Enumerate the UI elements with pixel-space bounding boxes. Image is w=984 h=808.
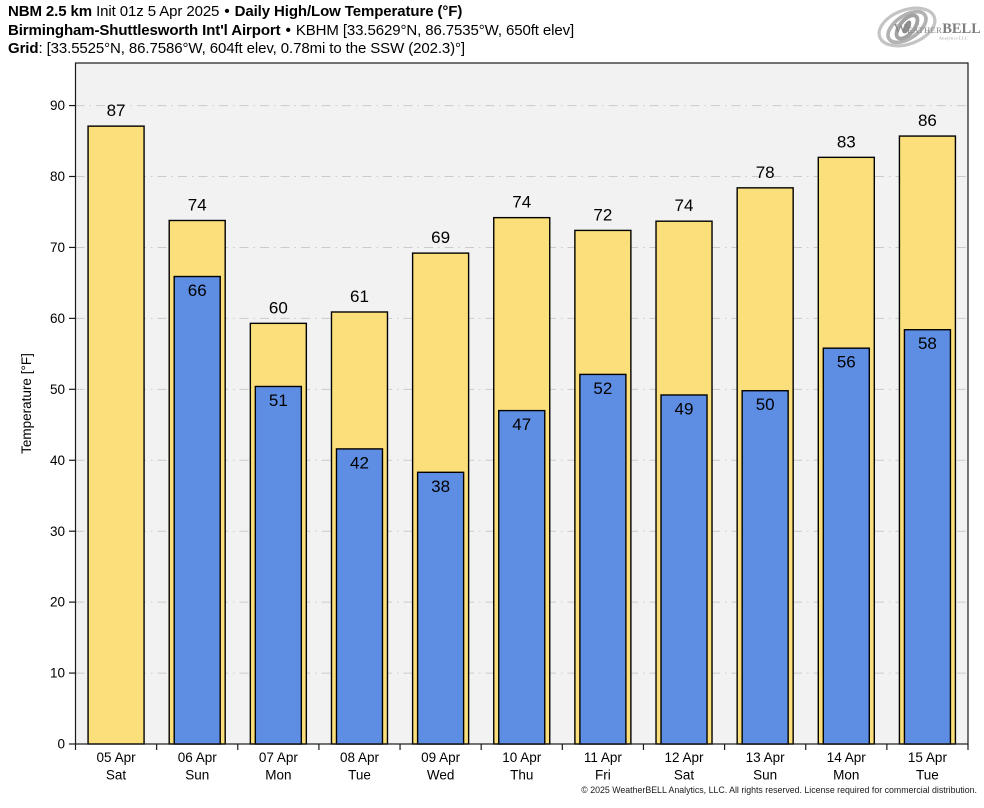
product-name: Daily High/Low Temperature (°F) [234,3,463,20]
x-label-day: Sun [185,768,209,783]
bar-high-label: 60 [269,298,288,317]
hurricane-swirl-icon [877,6,937,48]
grid-details: : [33.5525°N, 86.7586°W, 604ft elev, 0.7… [38,40,465,58]
bar-low-label: 51 [269,391,288,410]
x-label-date: 14 Apr [827,750,867,765]
separator-bullet: • [285,21,291,39]
x-label-date: 10 Apr [502,750,542,765]
bar-high-label: 69 [431,228,450,247]
bar-high-label: 61 [350,287,369,306]
x-label-date: 07 Apr [259,750,299,765]
bar-low-label: 42 [350,453,369,472]
y-tick-label: 30 [50,524,65,539]
title-line: NBM 2.5 km Init 01z 5 Apr 2025 • Daily H… [8,3,574,22]
separator-bullet: • [224,3,230,20]
bar-high-label: 72 [593,205,612,224]
bar-high [87,125,145,745]
x-label-day: Thu [510,768,533,783]
y-tick-label: 80 [50,169,65,184]
chart-header: NBM 2.5 km Init 01z 5 Apr 2025 • Daily H… [8,3,574,59]
init-time: Init 01z 5 Apr 2025 [96,3,220,20]
bar-high-label: 78 [756,163,775,182]
bar-low-label: 50 [756,395,775,414]
bar-low [335,448,384,745]
x-label-day: Tue [348,768,371,783]
x-label-day: Fri [595,768,611,783]
bar-low [173,275,221,745]
bar-low-label: 58 [918,334,937,353]
weatherbell-logo: WEATHERBELL Analytics LLC [860,1,981,53]
x-label-day: Sun [753,768,777,783]
bar-high-label: 86 [918,111,937,130]
y-tick-label: 70 [50,240,65,255]
bar-low-label: 56 [837,353,856,372]
bar-low-label: 49 [675,399,694,418]
bar-low [741,390,789,745]
x-label-date: 05 Apr [97,750,137,765]
x-label-date: 15 Apr [908,750,948,765]
bar-high-label: 74 [188,195,207,214]
x-label-date: 13 Apr [746,750,786,765]
model-name: NBM 2.5 km [8,3,93,20]
x-label-day: Sat [674,768,695,783]
logo-subtext: Analytics LLC [939,36,968,41]
x-label-day: Mon [265,768,291,783]
bar-low-label: 47 [512,415,531,434]
y-tick-label: 10 [50,666,65,681]
logo-wordmark: WEATHERBELL [894,21,980,37]
x-label-date: 11 Apr [584,750,623,765]
station-line: Birmingham-Shuttlesworth Int'l Airport •… [8,22,574,41]
y-axis-title: Temperature [°F] [19,353,34,454]
bar-low [903,329,952,745]
y-tick-label: 0 [57,737,65,752]
x-label-day: Tue [916,768,939,783]
bar-high-label: 83 [837,132,856,151]
copyright-notice: © 2025 WeatherBELL Analytics, LLC. All r… [581,785,977,795]
station-name: Birmingham-Shuttlesworth Int'l Airport [8,21,281,39]
y-tick-label: 40 [50,453,65,468]
weatherbell-logo-graphic: WEATHERBELL Analytics LLC [877,6,981,48]
grid-label: Grid [8,40,39,58]
bar-low [822,347,870,745]
grid-line: Grid: [33.5525°N, 86.7586°W, 604ft elev,… [8,40,574,59]
y-tick-label: 50 [50,382,65,397]
x-label-day: Mon [833,768,859,783]
station-details: KBHM [33.5629°N, 86.7535°W, 650ft elev] [295,21,575,39]
bar-low-label: 52 [593,379,612,398]
y-tick-label: 20 [50,595,65,610]
bar-low [254,385,303,745]
x-label-day: Wed [427,768,455,783]
bar-low [660,394,708,745]
x-label-date: 06 Apr [178,750,218,765]
bar-low [579,373,627,745]
y-tick-label: 60 [50,311,65,326]
x-label-date: 12 Apr [665,750,705,765]
plot-frame [74,62,969,745]
x-label-date: 08 Apr [340,750,380,765]
bar-low [416,471,465,745]
x-label-date: 09 Apr [421,750,461,765]
bar-high-label: 87 [107,101,126,120]
bar-high-label: 74 [675,196,694,215]
y-tick-label: 90 [50,98,65,113]
bar-low-label: 38 [431,477,450,496]
x-label-day: Sat [106,768,127,783]
bar-low [498,409,546,745]
bar-low-label: 66 [188,281,207,300]
bar-high-label: 74 [512,193,531,212]
